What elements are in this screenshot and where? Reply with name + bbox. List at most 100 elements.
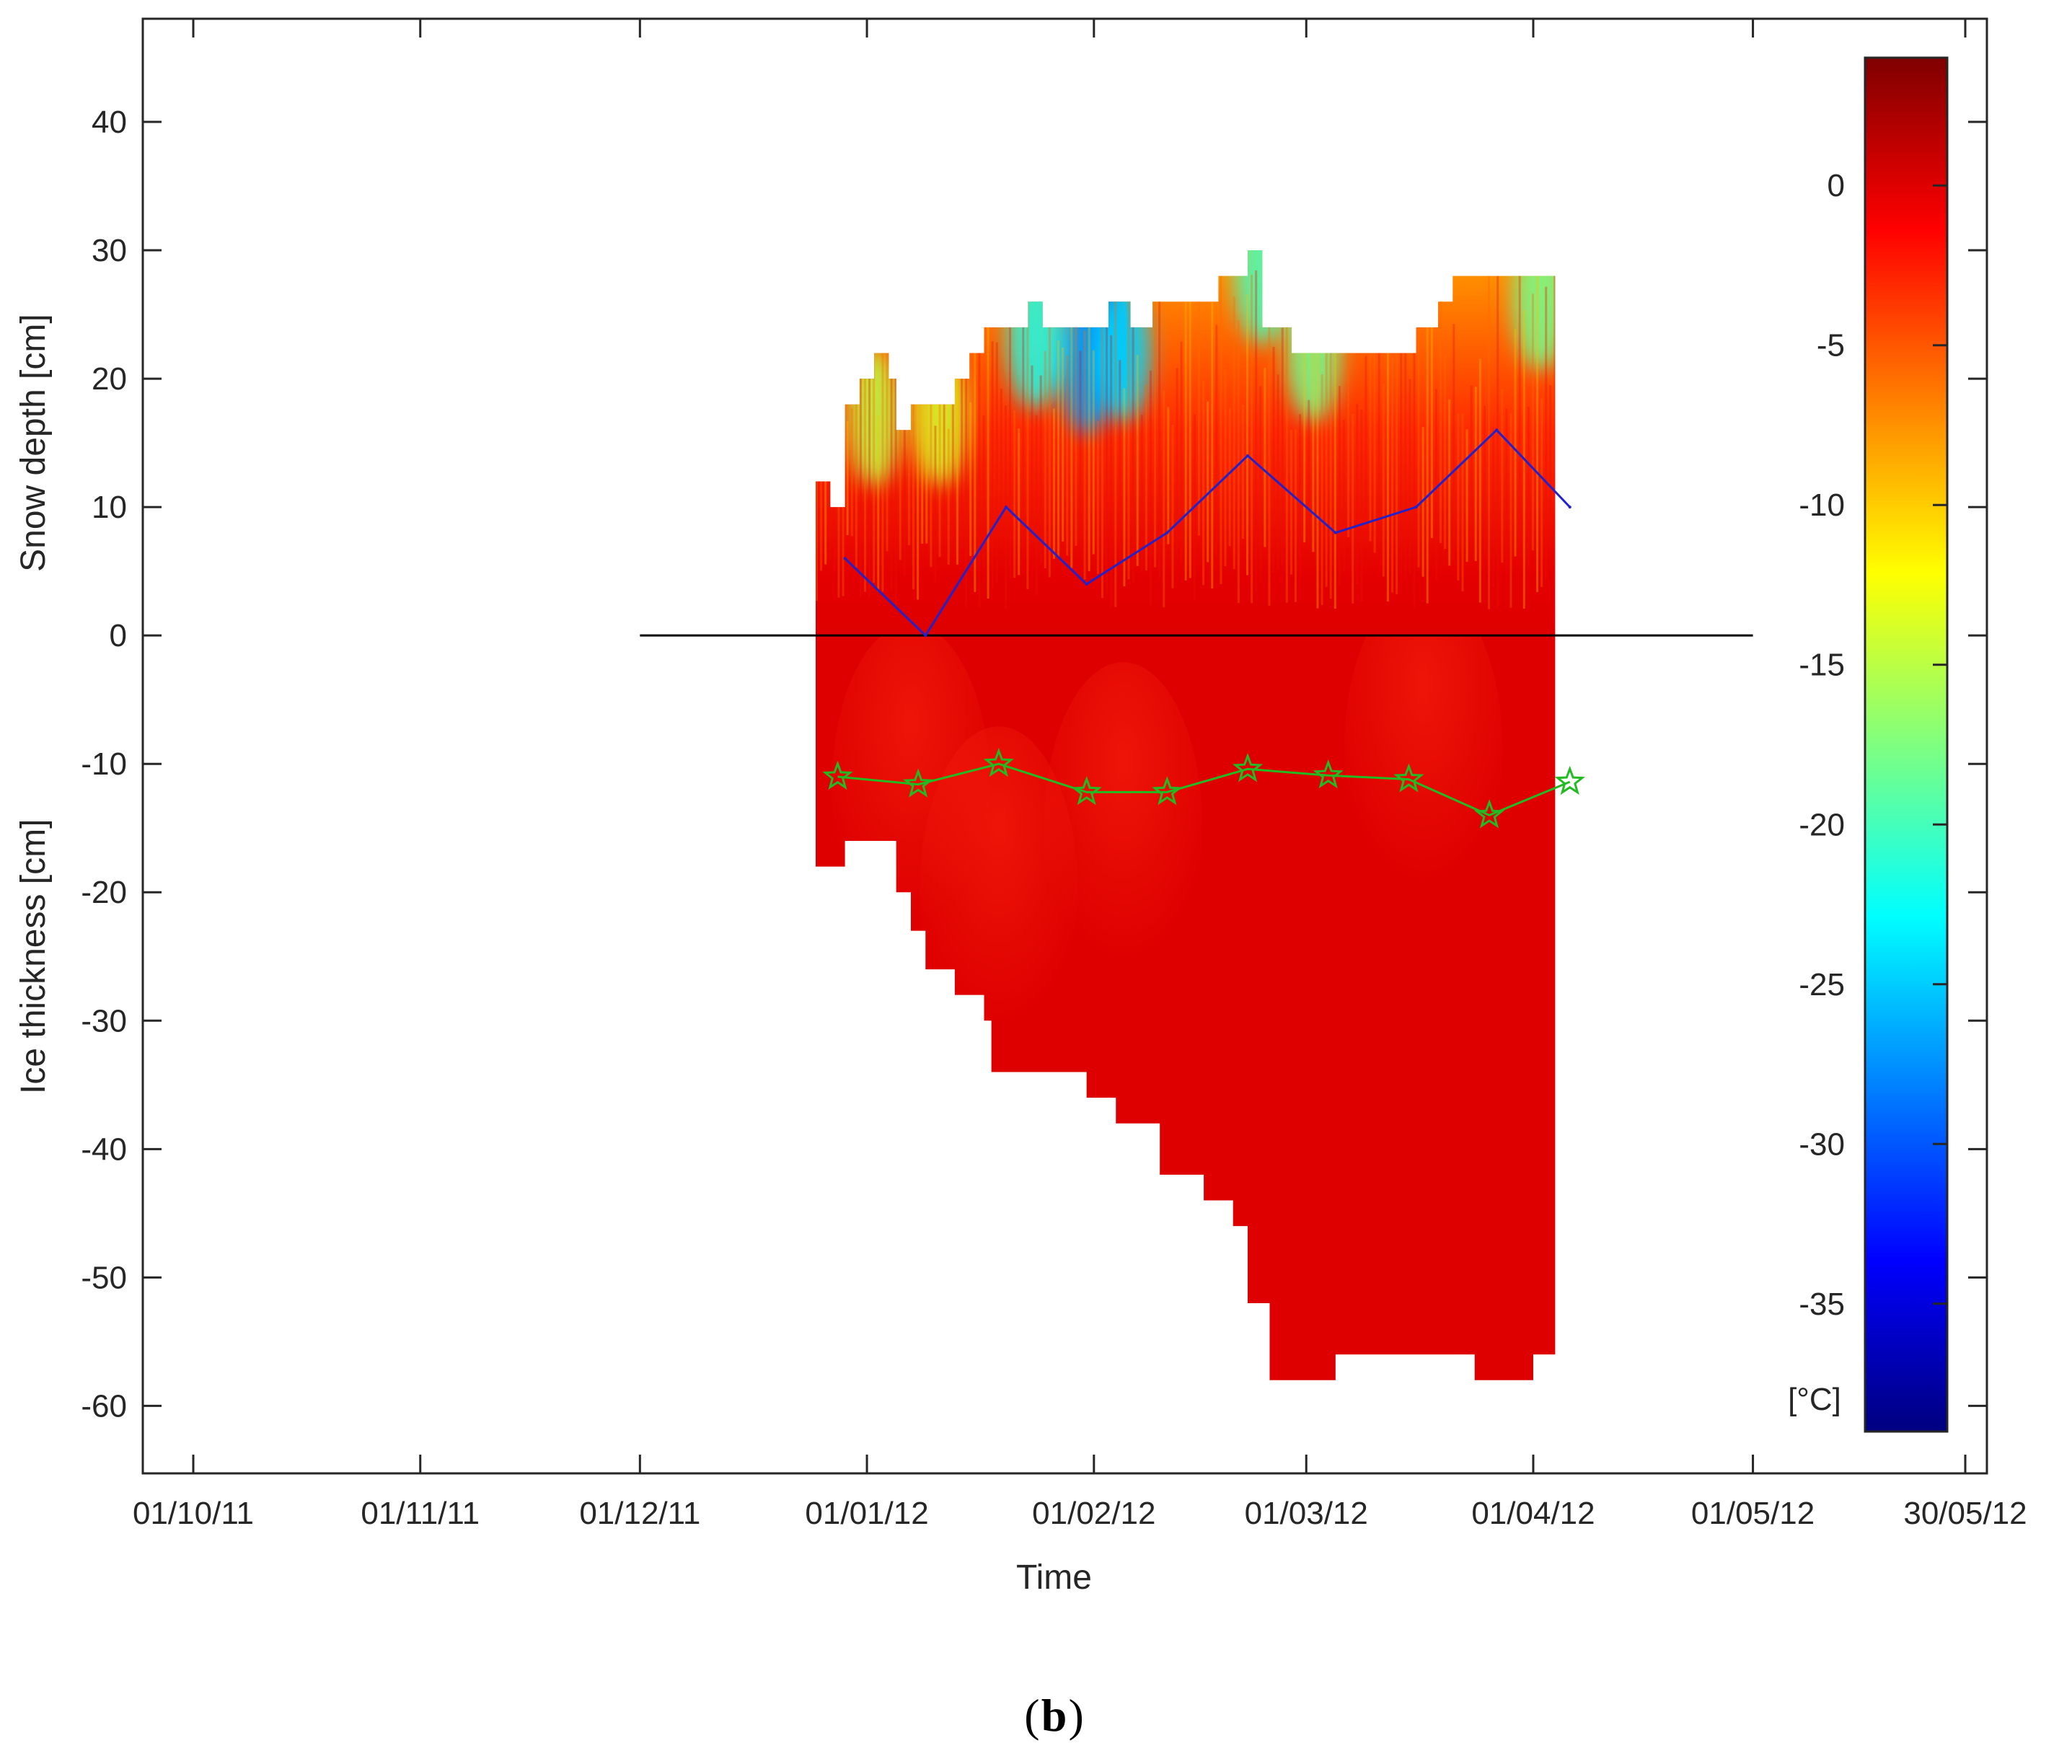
heatmap-streak <box>1545 286 1548 581</box>
heatmap-streak <box>1540 398 1543 587</box>
colorbar-tick-label: -15 <box>1799 648 1845 683</box>
y-tick-label: -10 <box>81 746 127 782</box>
heatmap-streak <box>1501 389 1504 563</box>
heatmap-streak <box>1101 252 1103 599</box>
heatmap-streak <box>1000 388 1002 550</box>
heatmap-streak <box>1171 425 1174 588</box>
heatmap-streak <box>907 340 910 545</box>
heatmap-streak <box>1251 274 1253 604</box>
y-tick-label: -20 <box>81 875 127 910</box>
heatmap-streak <box>1333 307 1336 609</box>
y-tick-label: -30 <box>81 1003 127 1038</box>
heatmap-streak <box>1452 324 1455 562</box>
y-tick-label: 0 <box>110 618 127 653</box>
y-tick-label: -50 <box>81 1260 127 1295</box>
colorbar-tick-label: -5 <box>1817 328 1845 363</box>
heatmap-streak <box>1092 350 1095 555</box>
heatmap-streak <box>1110 335 1113 609</box>
heatmap-streak <box>1474 387 1477 561</box>
heatmap-streak <box>987 281 989 599</box>
heatmap-streak <box>873 291 876 583</box>
heatmap-streak <box>1316 327 1319 609</box>
heatmap-streak <box>1044 350 1046 568</box>
colorbar-tick-label: -30 <box>1799 1126 1845 1162</box>
heatmap-streak <box>1154 296 1157 568</box>
y-tick-label: 20 <box>92 361 127 397</box>
x-axis-title: Time <box>1016 1558 1092 1597</box>
panel-caption: ( b ) <box>1024 1690 1084 1741</box>
heatmap-streak <box>1277 374 1279 570</box>
heatmap-streak <box>1444 356 1447 550</box>
heatmap-streak <box>1514 328 1517 557</box>
heatmap-streak <box>1531 294 1534 551</box>
heatmap-streak <box>890 312 893 593</box>
x-tick-label: 01/02/12 <box>1032 1496 1155 1531</box>
heatmap-streak <box>1079 350 1082 535</box>
heatmap-streak <box>1106 308 1108 595</box>
heatmap-streak <box>1158 268 1161 579</box>
x-tick-label: 30/05/12 <box>1903 1496 2027 1531</box>
heatmap-streak <box>1272 346 1275 573</box>
heatmap-streak <box>1088 295 1090 571</box>
heatmap-streak <box>850 408 853 537</box>
x-tick-label: 01/11/11 <box>361 1496 480 1531</box>
heatmap-streak <box>1197 299 1200 536</box>
heatmap-streak <box>868 331 871 599</box>
heatmap-streak <box>1352 414 1354 604</box>
heatmap-streak <box>1163 389 1165 608</box>
heatmap-streak <box>1536 255 1539 593</box>
heatmap-streak <box>1062 348 1064 542</box>
heatmap-streak <box>969 402 972 557</box>
heatmap-streak <box>1211 288 1214 589</box>
heatmap-streak <box>1461 413 1464 592</box>
snow-depth-point <box>1085 582 1088 586</box>
heatmap-streak <box>881 270 884 592</box>
x-tick-label: 01/05/12 <box>1691 1496 1815 1531</box>
heatmap-streak <box>894 349 897 607</box>
heatmap-streak <box>1202 380 1205 586</box>
ice-thickness-point <box>1313 759 1344 789</box>
ice-warm-region <box>919 726 1078 1059</box>
heatmap-streak <box>1075 252 1077 546</box>
heatmap-streak <box>1338 386 1341 585</box>
heatmap-streak <box>1457 413 1460 581</box>
x-tick-label: 01/12/11 <box>579 1496 700 1531</box>
heatmap-streak <box>1215 325 1218 555</box>
heatmap-streak <box>1382 384 1385 577</box>
heatmap-streak <box>947 428 950 565</box>
heatmap-streak <box>1404 294 1407 580</box>
heatmap-streak <box>1241 405 1244 539</box>
heatmap-streak <box>899 356 901 560</box>
colorbar-tick-label: -10 <box>1799 488 1845 523</box>
heatmap-streak <box>1400 299 1403 575</box>
snow-depth-point <box>924 634 927 638</box>
heatmap-streak <box>917 387 920 600</box>
heatmap-streak <box>978 281 981 607</box>
heatmap-streak <box>1184 270 1187 581</box>
heatmap-streak <box>1396 289 1398 595</box>
heatmap-streak <box>974 311 977 593</box>
x-tick-label: 01/04/12 <box>1471 1496 1595 1531</box>
heatmap-streak <box>1509 413 1512 608</box>
ice-thickness-series-line <box>837 762 1571 817</box>
ice-thickness-point <box>1554 765 1585 795</box>
heatmap-streak <box>1488 273 1491 609</box>
heatmap-streak <box>1180 341 1183 562</box>
ice-thickness-point <box>902 768 934 798</box>
colorbar-tick-label: -25 <box>1799 967 1845 1002</box>
y-tick-label: 10 <box>92 490 127 525</box>
snow-depth-point <box>1246 454 1250 457</box>
heatmap-streak <box>1492 426 1495 588</box>
heatmap-streak <box>965 268 968 608</box>
x-tick-label: 01/03/12 <box>1245 1496 1368 1531</box>
ice-thickness-point <box>1393 763 1424 793</box>
heatmap-streak <box>1321 374 1323 605</box>
snow-depth-point <box>1414 506 1418 509</box>
heatmap-streak <box>995 342 998 583</box>
heatmap-streak <box>1391 340 1394 593</box>
heatmap-streak <box>864 252 867 592</box>
heatmap-streak <box>1527 406 1530 571</box>
colorbar-tick-label: -35 <box>1799 1287 1845 1322</box>
snow-depth-series-line <box>844 428 1571 638</box>
